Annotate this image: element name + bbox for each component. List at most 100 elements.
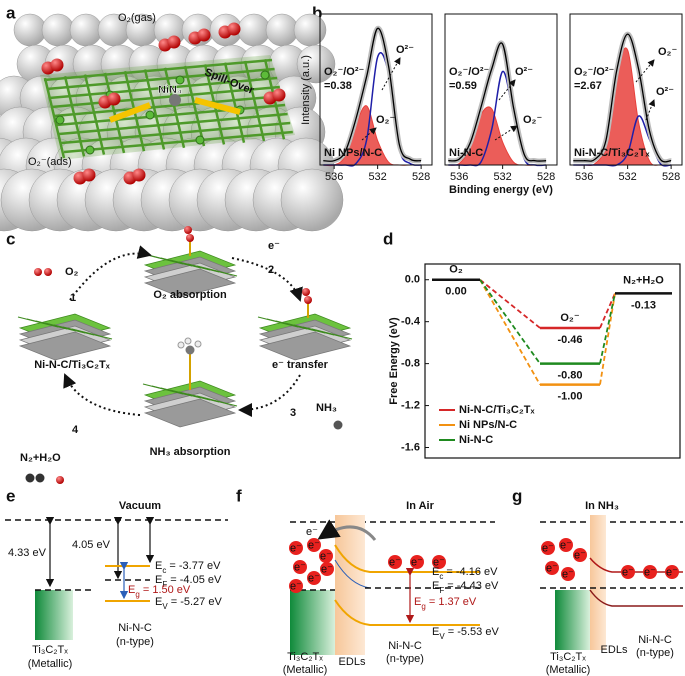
carbon-atom	[195, 135, 205, 145]
oxygen-atom	[82, 168, 96, 182]
electron	[545, 561, 559, 575]
ratio-label: O₂⁻/O²⁻	[449, 66, 490, 78]
connector	[599, 293, 616, 364]
metal-block	[35, 590, 73, 640]
lattice-bond	[223, 62, 246, 143]
value-text: = -5.53 eV	[445, 626, 500, 638]
electron	[561, 567, 575, 581]
x-tick-label: 536	[575, 171, 593, 183]
electron	[388, 555, 402, 569]
title: In NH₃	[585, 500, 619, 512]
step-label: O₂	[65, 266, 79, 278]
step-number: 3	[290, 407, 296, 419]
lattice-bond	[143, 69, 166, 150]
panel-letter: d	[383, 229, 393, 248]
electron	[307, 571, 321, 585]
band-edge	[334, 544, 480, 573]
electron	[410, 555, 424, 569]
legend-label: Ni-N-C/Ti₃C₂Tₓ	[459, 404, 535, 416]
panel-letter: a	[6, 3, 16, 22]
substrate-atom	[41, 13, 75, 47]
lattice-bond	[51, 85, 280, 109]
caption: (Metallic)	[283, 664, 328, 676]
panel-letter: e	[6, 486, 15, 505]
spillover-arrow	[108, 102, 152, 123]
oxygen-atom	[107, 92, 121, 106]
electron-label: e⁻	[546, 562, 558, 574]
step-label: NH₃	[316, 402, 337, 414]
x-tick-label: 532	[618, 171, 636, 183]
band-edge	[334, 599, 480, 626]
hydrogen-atom	[194, 340, 202, 348]
symbol: E	[432, 626, 439, 638]
electron-label: e⁻	[622, 566, 634, 578]
state-label: e⁻ transfer	[272, 359, 329, 371]
peak-arrow	[494, 125, 518, 141]
peak-arrow	[635, 59, 655, 83]
subscript: V	[439, 632, 445, 641]
electron-label: e⁻	[290, 542, 302, 554]
peak-arrow	[498, 79, 516, 101]
lattice-bond	[46, 67, 275, 91]
lattice-bond	[63, 76, 86, 157]
x-tick-label: 528	[412, 171, 430, 183]
electron	[665, 565, 679, 579]
sample-name: Ni-N-C/Ti₃C₂Tₓ	[574, 147, 650, 159]
caption: (n-type)	[636, 647, 674, 659]
peak-label: O₂⁻	[658, 46, 677, 58]
energy-level-label: Eg = 1.50 eV	[128, 584, 191, 599]
electron	[293, 560, 307, 574]
y-axis-label: Free Energy (eV)	[388, 317, 400, 405]
peak-arrow	[361, 127, 377, 141]
caption: Ti₃C₂Tₓ	[32, 644, 68, 656]
electron	[643, 565, 657, 579]
title: Vacuum	[119, 500, 161, 512]
axes-frame	[444, 13, 558, 166]
lattice-bond	[311, 328, 353, 340]
value-text: = 1.37 eV	[426, 596, 477, 608]
band-edge	[589, 589, 683, 607]
value-text: = -5.27 eV	[168, 596, 223, 608]
symbol: E	[155, 574, 162, 586]
electron	[320, 562, 334, 576]
connector	[479, 279, 541, 329]
x-tick-label: 532	[493, 171, 511, 183]
value-label: -0.80	[557, 370, 582, 382]
legend-label: Ni NPs/N-C	[459, 419, 517, 431]
layer	[258, 331, 352, 361]
work-function: 4.33 eV	[8, 547, 47, 559]
x-tick-label: 528	[537, 171, 555, 183]
lattice-bond	[43, 58, 273, 82]
label: O₂⁻(ads)	[28, 156, 72, 168]
lattice-bond	[53, 94, 283, 118]
state-label: O₂⁻	[560, 312, 579, 324]
connector	[479, 279, 541, 365]
state-label: O₂	[449, 264, 463, 276]
electron	[541, 541, 555, 555]
electron-label: e⁻	[294, 561, 306, 573]
step-label: e⁻	[268, 240, 280, 252]
subscript: c	[162, 566, 166, 575]
step-number: 2	[268, 264, 274, 276]
lattice-bond	[83, 74, 106, 155]
transfer-arrow	[317, 519, 377, 541]
metal-block	[290, 590, 335, 655]
x-tick-label: 536	[450, 171, 468, 183]
value-text: = -4.43 eV	[444, 580, 499, 592]
caption: Ni-N-C	[118, 622, 152, 634]
carbon-atom	[85, 145, 95, 155]
electron-label: e⁻	[433, 556, 445, 568]
caption: EDLs	[601, 644, 628, 656]
ratio-label: O₂⁻/O²⁻	[324, 66, 365, 78]
step-label: N₂+H₂O	[20, 452, 61, 464]
caption: (Metallic)	[28, 658, 73, 670]
x-axis-label: Binding energy (eV)	[449, 184, 553, 196]
electron	[289, 541, 303, 555]
x-tick-label: 536	[325, 171, 343, 183]
y-axis-label: Intensity (a.u.)	[300, 55, 312, 125]
state-label: N₂+H₂O	[623, 274, 664, 286]
nickel-atom	[169, 94, 181, 106]
value-label: -0.13	[631, 299, 656, 311]
electron-label: e⁻	[290, 580, 302, 592]
